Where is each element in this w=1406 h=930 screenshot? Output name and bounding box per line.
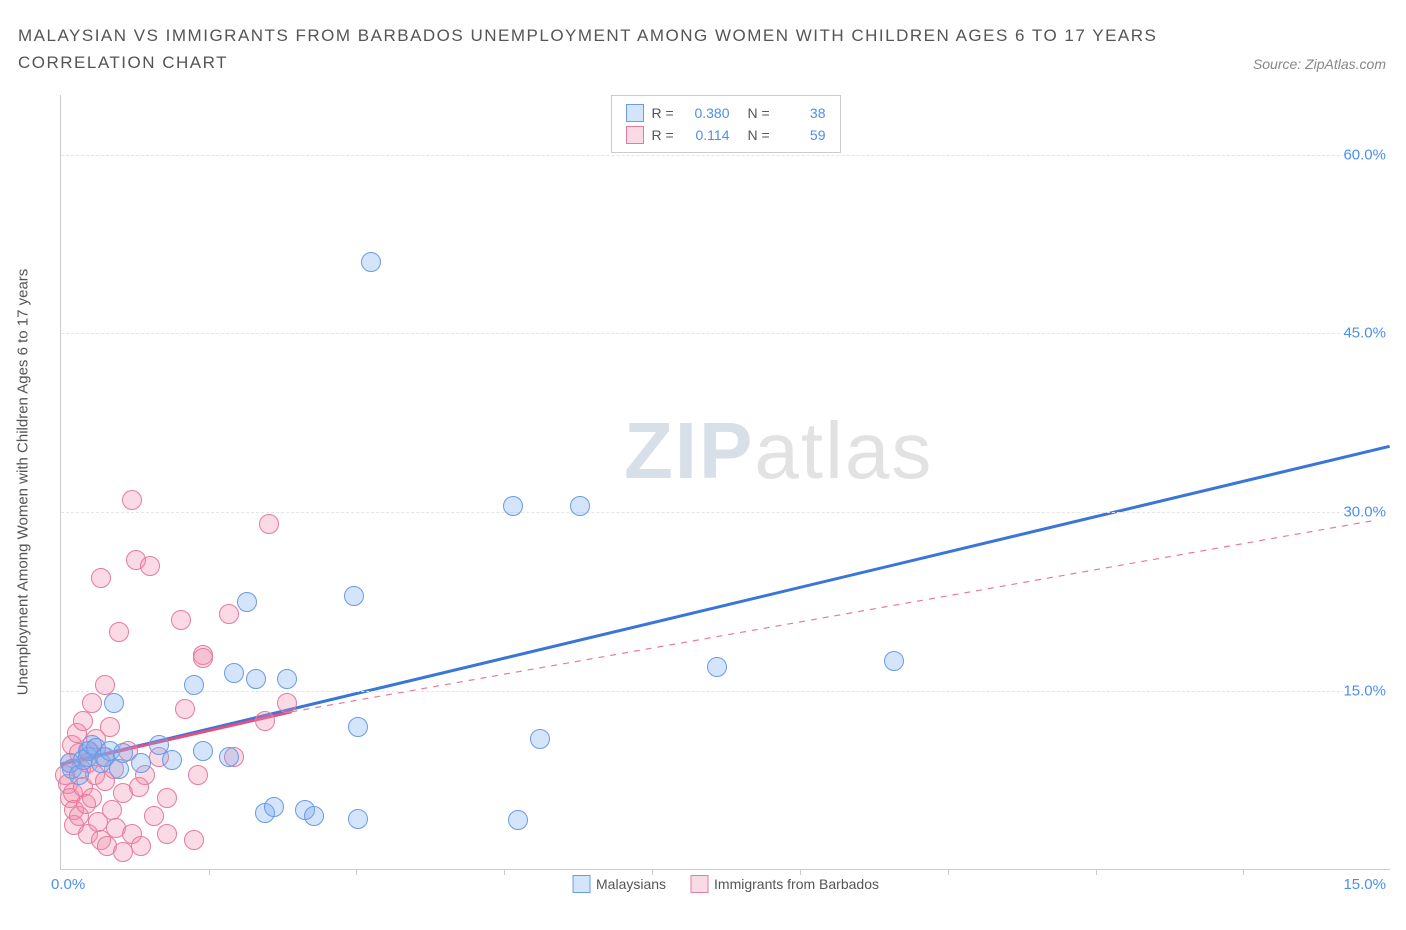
malaysians-point (264, 797, 284, 817)
x-tick (504, 869, 505, 875)
malaysians-point (184, 675, 204, 695)
stat-r-label: R = (652, 105, 678, 121)
barbados-point (184, 830, 204, 850)
source-label: Source: ZipAtlas.com (1253, 56, 1386, 72)
barbados-point (82, 693, 102, 713)
barbados-point (171, 610, 191, 630)
stat-r-label: R = (652, 127, 678, 143)
barbados-point (140, 556, 160, 576)
y-tick-label: 30.0% (1343, 504, 1392, 521)
barbados-point (157, 824, 177, 844)
malaysians-point (304, 806, 324, 826)
barbados-point (175, 699, 195, 719)
malaysians-point (530, 729, 550, 749)
malaysians-point (162, 750, 182, 770)
x-tick (652, 869, 653, 875)
legend-label: Malaysians (596, 876, 666, 892)
x-tick (356, 869, 357, 875)
barbados-point (259, 514, 279, 534)
barbados-point (91, 568, 111, 588)
malaysians-point (570, 496, 590, 516)
legend-item: Immigrants from Barbados (690, 875, 879, 893)
legend-item: Malaysians (572, 875, 666, 893)
malaysians-point (131, 753, 151, 773)
x-tick (1096, 869, 1097, 875)
malaysians-point (104, 693, 124, 713)
watermark: ZIPatlas (624, 405, 933, 497)
y-tick-label: 15.0% (1343, 683, 1392, 700)
gridline (61, 691, 1390, 692)
y-tick-label: 45.0% (1343, 325, 1392, 342)
barbados-point (255, 711, 275, 731)
stats-row: R = 0.114 N = 59 (626, 124, 826, 146)
gridline (61, 512, 1390, 513)
chart-title-line2: CORRELATION CHART (18, 53, 1388, 73)
watermark-atlas: atlas (754, 406, 933, 495)
stat-r-value: 0.380 (686, 105, 730, 121)
barbados-point (100, 717, 120, 737)
malaysians-point (344, 586, 364, 606)
barbados-point (102, 800, 122, 820)
barbados-point (73, 711, 93, 731)
x-tick (948, 869, 949, 875)
stat-n-value: 38 (782, 105, 826, 121)
malaysians-point (224, 663, 244, 683)
header: MALAYSIAN VS IMMIGRANTS FROM BARBADOS UN… (18, 22, 1388, 73)
stat-r-value: 0.114 (686, 127, 730, 143)
barbados-point (82, 788, 102, 808)
correlation-chart: Unemployment Among Women with Children A… (60, 95, 1390, 870)
watermark-zip: ZIP (624, 406, 754, 495)
barbados-point (188, 765, 208, 785)
malaysians-point (219, 747, 239, 767)
barbados-point (219, 604, 239, 624)
series-swatch (626, 104, 644, 122)
x-axis-max: 15.0% (1343, 876, 1386, 893)
stat-n-label: N = (748, 105, 774, 121)
gridline (61, 333, 1390, 334)
y-tick-label: 60.0% (1343, 146, 1392, 163)
trend-lines (61, 95, 1390, 869)
malaysians-point (193, 741, 213, 761)
x-tick (1243, 869, 1244, 875)
malaysians-point (277, 669, 297, 689)
legend-swatch (690, 875, 708, 893)
legend-swatch (572, 875, 590, 893)
barbados-point (277, 693, 297, 713)
malaysians-point (361, 252, 381, 272)
barbados-point (157, 788, 177, 808)
legend: Malaysians Immigrants from Barbados (572, 875, 879, 893)
stat-n-value: 59 (782, 127, 826, 143)
gridline (61, 155, 1390, 156)
stats-row: R = 0.380 N = 38 (626, 102, 826, 124)
malaysians-point (348, 809, 368, 829)
y-axis-title: Unemployment Among Women with Children A… (15, 269, 32, 696)
stats-box: R = 0.380 N = 38 R = 0.114 N = 59 (611, 95, 841, 153)
malaysians-point (237, 592, 257, 612)
chart-title-line1: MALAYSIAN VS IMMIGRANTS FROM BARBADOS UN… (18, 22, 1388, 49)
malaysians-point (884, 651, 904, 671)
barbados-point (131, 836, 151, 856)
malaysians-point (503, 496, 523, 516)
malaysians-point (707, 657, 727, 677)
stat-n-label: N = (748, 127, 774, 143)
barbados-point (144, 806, 164, 826)
series-swatch (626, 126, 644, 144)
malaysians-point (348, 717, 368, 737)
barbados-point (109, 622, 129, 642)
x-axis-origin: 0.0% (51, 876, 85, 893)
x-tick (209, 869, 210, 875)
legend-label: Immigrants from Barbados (714, 876, 879, 892)
barbados-point (122, 490, 142, 510)
barbados-point (193, 648, 213, 668)
malaysians-point (508, 810, 528, 830)
x-tick (800, 869, 801, 875)
malaysians-point (246, 669, 266, 689)
